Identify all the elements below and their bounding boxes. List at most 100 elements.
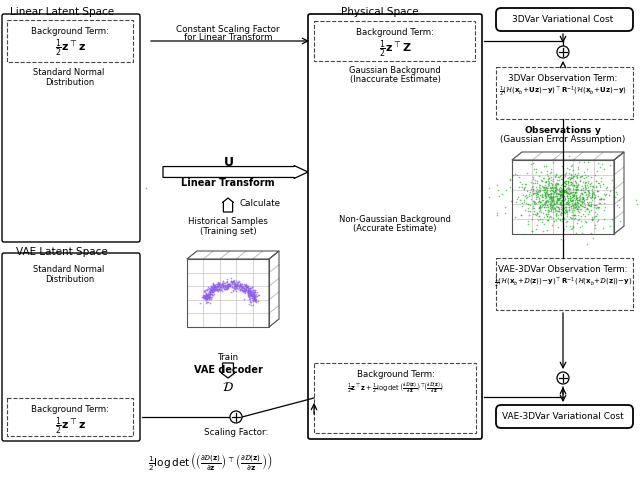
Point <box>364 151 374 159</box>
Point <box>76 331 86 339</box>
Point <box>572 194 582 202</box>
Point <box>72 351 83 359</box>
Point <box>74 154 84 162</box>
Point <box>53 328 63 336</box>
Point <box>65 165 76 173</box>
Point <box>551 209 561 217</box>
Point <box>77 320 87 327</box>
Point <box>100 320 110 328</box>
Point <box>228 280 238 288</box>
Point <box>517 199 527 207</box>
Point <box>74 338 84 346</box>
Point <box>74 344 84 351</box>
Point <box>76 151 86 159</box>
Point <box>73 332 83 340</box>
Point <box>379 175 389 183</box>
Point <box>67 154 77 162</box>
Point <box>65 176 76 183</box>
Point <box>74 154 84 162</box>
Point <box>426 139 436 146</box>
Point <box>369 293 379 301</box>
Point <box>401 140 411 147</box>
Point <box>504 176 515 184</box>
Point <box>247 288 257 296</box>
Point <box>57 161 67 169</box>
Point <box>58 156 68 163</box>
Point <box>89 318 99 325</box>
Point <box>580 183 590 190</box>
Point <box>50 308 60 316</box>
Point <box>336 163 346 170</box>
Point <box>382 126 392 134</box>
Point <box>218 281 228 288</box>
Point <box>61 323 71 331</box>
Point <box>542 212 552 220</box>
Point <box>349 307 359 315</box>
Point <box>40 149 51 157</box>
Point <box>387 164 397 172</box>
Point <box>75 152 85 160</box>
Point <box>244 295 254 303</box>
Point <box>63 337 73 345</box>
Point <box>74 345 84 353</box>
Point <box>376 144 386 152</box>
Point <box>78 163 88 170</box>
Point <box>399 298 410 306</box>
Point <box>562 217 572 224</box>
Point <box>225 281 236 288</box>
Point <box>237 283 247 291</box>
Point <box>380 162 390 169</box>
Point <box>248 296 258 304</box>
Point <box>76 323 86 331</box>
Point <box>102 160 112 167</box>
Point <box>223 282 233 290</box>
Point <box>545 201 555 208</box>
Point <box>572 205 582 213</box>
Point <box>391 296 401 304</box>
Point <box>203 283 213 290</box>
FancyBboxPatch shape <box>496 258 633 310</box>
Point <box>527 160 538 167</box>
Point <box>522 186 532 194</box>
Point <box>204 293 214 301</box>
Point <box>232 279 242 287</box>
Point <box>60 157 70 165</box>
Point <box>540 199 550 207</box>
Point <box>230 285 241 293</box>
Point <box>567 179 577 186</box>
Point <box>56 175 67 183</box>
Point <box>220 285 230 292</box>
Point <box>68 163 78 171</box>
Point <box>96 173 106 181</box>
Point <box>381 141 392 149</box>
Point <box>73 344 83 352</box>
Point <box>58 319 68 326</box>
Point <box>85 153 95 161</box>
Point <box>63 165 74 173</box>
Point <box>47 347 58 355</box>
Point <box>209 282 220 290</box>
Point <box>77 341 87 349</box>
Point <box>88 317 99 325</box>
Point <box>52 331 62 339</box>
Point <box>43 167 53 175</box>
Point <box>363 168 373 176</box>
Point <box>365 135 375 142</box>
FancyBboxPatch shape <box>314 21 475 61</box>
Point <box>545 195 555 203</box>
Point <box>218 278 228 286</box>
Text: VAE-3DVar Variational Cost: VAE-3DVar Variational Cost <box>502 412 624 421</box>
Point <box>73 358 83 366</box>
Point <box>379 126 389 134</box>
Point <box>577 229 587 237</box>
Point <box>406 304 416 312</box>
Point <box>408 304 419 311</box>
Point <box>535 184 545 192</box>
Point <box>204 292 214 300</box>
Point <box>206 285 216 292</box>
Point <box>44 170 54 178</box>
FancyBboxPatch shape <box>2 14 140 242</box>
Point <box>113 329 123 337</box>
Point <box>349 309 360 317</box>
Point <box>77 147 87 155</box>
